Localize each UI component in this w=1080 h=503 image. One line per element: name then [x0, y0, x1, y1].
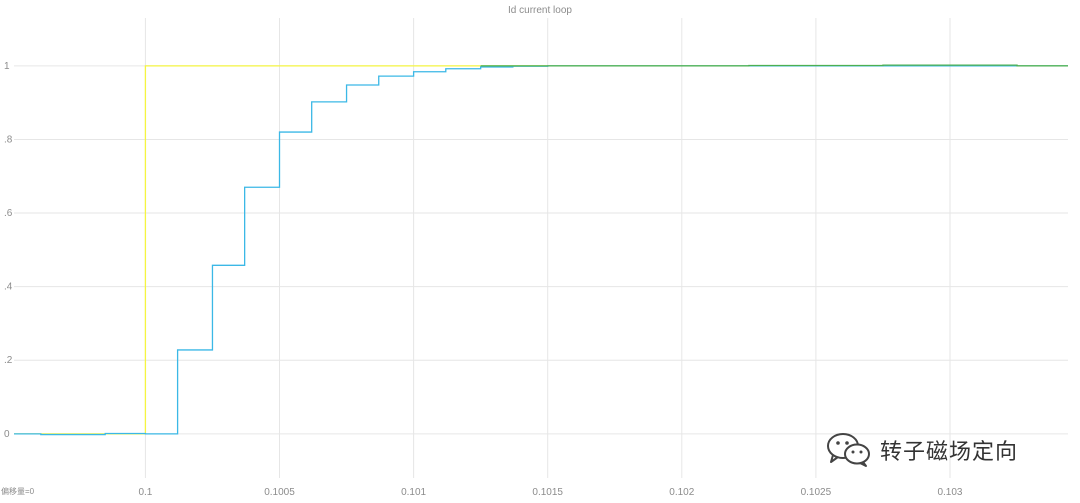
x-tick-label-0: 0.1 — [138, 487, 152, 498]
series-lines — [14, 64, 1068, 436]
chart-title: Id current loop — [508, 5, 572, 16]
y-tick-label-3: .6 — [4, 208, 13, 219]
y-tick-label-1: .2 — [4, 355, 13, 366]
y-tick-labels: 0 .2 .4 .6 .8 1 — [4, 61, 13, 440]
y-tick-label-2: .4 — [4, 282, 13, 293]
x-tick-label-3: 0.1015 — [532, 487, 563, 498]
watermark: 转子磁场定向 — [826, 430, 1018, 470]
x-tick-label-5: 0.1025 — [801, 487, 832, 498]
x-tick-labels: 0.1 0.1005 0.101 0.1015 0.102 0.1025 0.103 — [138, 487, 962, 498]
y-tick-label-0: 0 — [4, 429, 10, 440]
series-line-2 — [480, 64, 1068, 67]
x-offset-label: 偏移量=0 — [1, 486, 35, 496]
series-line-1 — [14, 65, 1068, 436]
y-tick-label-5: 1 — [4, 61, 10, 72]
y-tick-label-4: .8 — [4, 134, 13, 145]
wechat-icon — [827, 433, 870, 467]
x-tick-label-1: 0.1005 — [264, 487, 295, 498]
x-tick-label-4: 0.102 — [669, 487, 694, 498]
watermark-text: 转子磁场定向 — [880, 440, 1019, 465]
x-tick-label-6: 0.103 — [937, 487, 962, 498]
x-tick-label-2: 0.101 — [401, 487, 426, 498]
